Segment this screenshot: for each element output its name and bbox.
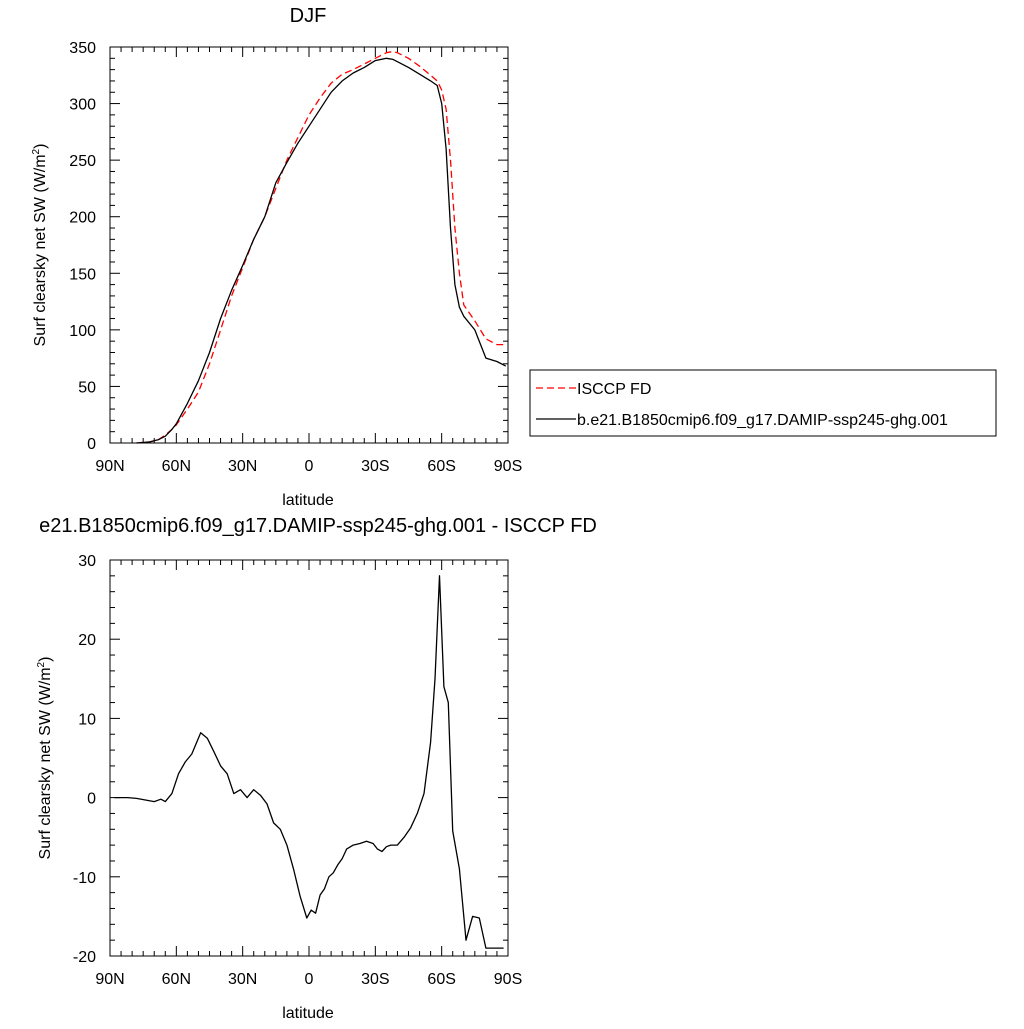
top-xtick-label: 30S — [361, 458, 389, 475]
top-chart-ticks: 90N 60N 30N 0 30S 60S 90S 0 50 100 150 200 250 300 350 — [69, 40, 522, 475]
top-xtick-label: 90S — [494, 458, 522, 475]
top-chart-lines — [136, 50, 507, 444]
top-series-line-1 — [136, 57, 507, 444]
top-series-line-0 — [136, 50, 506, 444]
top-ytick-label: 250 — [69, 153, 96, 170]
bottom-ytick-label: 20 — [78, 632, 96, 649]
bottom-chart-ylabel: Surf clearsky net SW (W/m2) — [36, 657, 54, 860]
top-ytick-label: 50 — [78, 379, 96, 396]
top-ytick-label: 300 — [69, 97, 96, 114]
bottom-xtick-label: 0 — [305, 971, 314, 988]
top-ytick-label: 350 — [69, 40, 96, 57]
bottom-ytick-label: -20 — [73, 949, 96, 966]
top-xtick-label: 90N — [95, 458, 124, 475]
bottom-xtick-label: 30N — [228, 971, 257, 988]
legend: ISCCP FD b.e21.B1850cmip6.f09_g17.DAMIP-… — [529, 369, 997, 437]
bottom-xtick-label: 90S — [494, 971, 522, 988]
bottom-chart-title: e21.B1850cmip6.f09_g17.DAMIP-ssp245-ghg.… — [39, 515, 597, 537]
bottom-chart-xlabel: latitude — [282, 1005, 334, 1022]
top-xtick-label: 60S — [427, 458, 455, 475]
bottom-ytick-label: -10 — [73, 870, 96, 887]
bottom-xtick-label: 30S — [361, 971, 389, 988]
bottom-chart-lines — [114, 575, 504, 949]
bottom-series-line-0 — [114, 575, 504, 949]
top-ytick-label: 0 — [87, 436, 96, 453]
top-ytick-label: 100 — [69, 323, 96, 340]
top-xtick-label: 30N — [228, 458, 257, 475]
bottom-ytick-label: 30 — [78, 553, 96, 570]
legend-label-model: b.e21.B1850cmip6.f09_g17.DAMIP-ssp245-gh… — [577, 412, 948, 429]
top-chart-frame — [109, 46, 509, 444]
top-chart-title: DJF — [290, 5, 327, 27]
bottom-chart-frame — [109, 559, 509, 957]
top-chart: DJF 90N 60N 30N 0 30S 60S 90S 0 50 100 150 200 250 30… — [31, 5, 522, 509]
bottom-ytick-label: 0 — [87, 791, 96, 808]
top-chart-ylabel: Surf clearsky net SW (W/m2) — [31, 144, 49, 347]
legend-label-isccp: ISCCP FD — [577, 381, 651, 398]
legend-box — [529, 369, 997, 437]
top-xtick-label: 60N — [162, 458, 191, 475]
top-xtick-label: 0 — [305, 458, 314, 475]
bottom-xtick-label: 60N — [162, 971, 191, 988]
bottom-chart-ticks: 90N 60N 30N 0 30S 60S 90S -20 -10 0 10 20 30 — [73, 553, 522, 988]
bottom-xtick-label: 90N — [95, 971, 124, 988]
bottom-ytick-label: 10 — [78, 711, 96, 728]
top-ytick-label: 150 — [69, 266, 96, 283]
top-ytick-label: 200 — [69, 210, 96, 227]
top-chart-xlabel: latitude — [282, 492, 334, 509]
bottom-chart: e21.B1850cmip6.f09_g17.DAMIP-ssp245-ghg.… — [36, 515, 597, 1022]
bottom-xtick-label: 60S — [427, 971, 455, 988]
